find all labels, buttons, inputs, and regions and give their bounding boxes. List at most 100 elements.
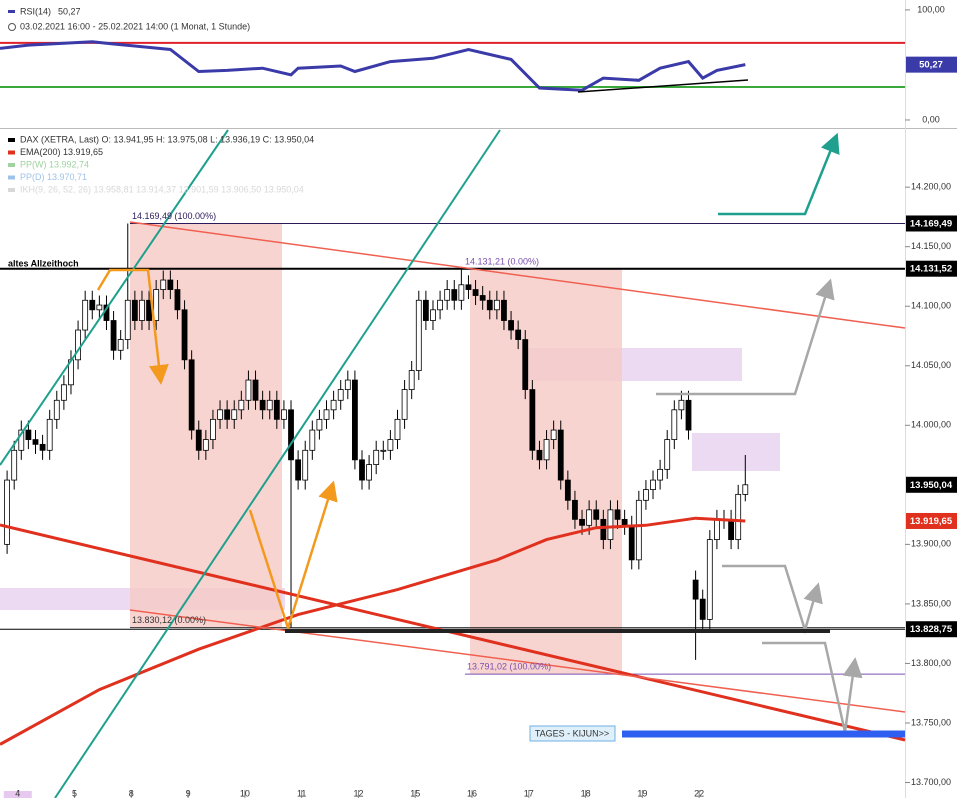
candle-body: [231, 409, 238, 420]
y-tick-label: 13.800,00: [911, 658, 951, 668]
drawings-back: [0, 41, 905, 675]
legend-value: 50,27: [58, 6, 81, 16]
candles: [0, 40, 749, 746]
legend-swatch: [8, 150, 15, 155]
ema-line: [0, 516, 746, 746]
price-tag-label: 13.828,75: [910, 624, 953, 635]
candle-body: [259, 399, 266, 411]
candle-body: [195, 429, 202, 451]
candle-body: [337, 389, 344, 401]
candle-body: [472, 289, 479, 296]
candle-body: [252, 379, 259, 401]
price-tag: [906, 215, 957, 232]
candle-body: [238, 399, 245, 411]
candle-body: [458, 284, 465, 301]
candle-body: [160, 279, 167, 290]
candle-body: [188, 359, 195, 431]
candle-body: [728, 518, 734, 541]
kijun-box: [529, 725, 616, 742]
x-tick-label: 9: [186, 788, 191, 798]
fib-label: 13.830,12 (0.00%): [132, 615, 206, 625]
candle-body: [53, 399, 60, 420]
candle-body: [650, 479, 656, 491]
candle-body: [714, 518, 720, 541]
x-tick-label: 19: [637, 788, 647, 798]
y-tick-label: 13.850,00: [911, 598, 951, 608]
candle-body: [572, 499, 578, 520]
legend-swatch: [8, 10, 15, 13]
candle-body: [11, 449, 18, 481]
candle-body: [18, 429, 25, 451]
candle-body: [60, 384, 67, 401]
arrow: [96, 268, 169, 385]
candle-body: [295, 459, 302, 481]
candle-body: [316, 418, 323, 431]
channel-line: [54, 129, 501, 798]
candle-body: [593, 509, 600, 520]
price-tag: [906, 56, 957, 73]
legend-text: PP(D) 13.970,71: [20, 172, 87, 182]
candle-body: [742, 484, 749, 495]
x-tick-label: 8: [129, 788, 134, 798]
candle-body: [515, 329, 522, 340]
candle-body: [210, 418, 216, 440]
legend-text: IKH(9, 26, 52, 26) 13.958,81 13.914,37 1…: [20, 184, 304, 194]
candle-body: [657, 468, 664, 481]
date-range: 03.02.2021 16:00 - 25.02.2021 14:00 (1 M…: [20, 21, 250, 31]
zone: [692, 433, 780, 471]
candle-body: [366, 464, 372, 481]
candle-body: [273, 399, 280, 420]
candle-body: [493, 299, 500, 311]
channel-line: [0, 129, 229, 466]
candle-body: [245, 379, 252, 401]
price-tag: [906, 621, 957, 638]
arrow: [762, 641, 863, 733]
candle-body: [181, 309, 188, 361]
candle-body: [415, 299, 422, 371]
candle-body: [706, 539, 713, 620]
clock-icon: [8, 23, 16, 31]
price-tag-label: 13.950,04: [910, 480, 953, 491]
x-tick-label: 11: [297, 788, 306, 798]
candle-body: [288, 409, 294, 461]
y-tick-label: 14.200,00: [911, 182, 951, 192]
legend: RSI(14) 50,27 03.02.2021 16:00 - 25.02.2…: [8, 6, 314, 194]
x-tick-label: 15: [410, 788, 420, 798]
candle-body: [664, 439, 671, 470]
price-tag: [906, 260, 957, 277]
arrow: [722, 564, 823, 635]
candle-body: [224, 409, 231, 420]
candle-body: [643, 489, 649, 501]
y-tick-label: 13.750,00: [911, 717, 951, 727]
candle-body: [699, 598, 706, 620]
legend-text: RSI(14): [20, 6, 51, 16]
y-tick-label: 13.700,00: [911, 777, 951, 787]
candle-body: [302, 449, 309, 481]
candle-body: [387, 439, 394, 451]
y-tick-label: 100,00: [917, 4, 945, 14]
candle-body: [32, 439, 39, 445]
y-tick-label: 14.050,00: [911, 360, 951, 370]
price-tag-label: 14.131,52: [910, 264, 952, 275]
candle-body: [430, 309, 436, 321]
x-highlight: [3, 791, 32, 798]
candle-body: [607, 509, 614, 541]
candle-body: [508, 320, 514, 331]
candle-body: [373, 449, 380, 465]
candle-body: [536, 449, 543, 461]
candle-body: [564, 479, 571, 501]
candle-body: [309, 429, 316, 451]
candle-body: [352, 379, 358, 461]
price-tag-label: 14.169,49: [910, 218, 952, 229]
y-tick-label: 14.100,00: [911, 301, 951, 311]
candle-body: [501, 299, 507, 321]
candle-body: [550, 429, 557, 440]
fib-zone: [130, 223, 282, 628]
candle-body: [359, 459, 365, 481]
candle-body: [437, 299, 443, 311]
candle-body: [89, 299, 96, 311]
legend-swatch: [8, 163, 15, 167]
candle-body: [522, 339, 529, 390]
y-tick-label: 13.900,00: [911, 539, 951, 549]
candle-body: [671, 409, 678, 440]
